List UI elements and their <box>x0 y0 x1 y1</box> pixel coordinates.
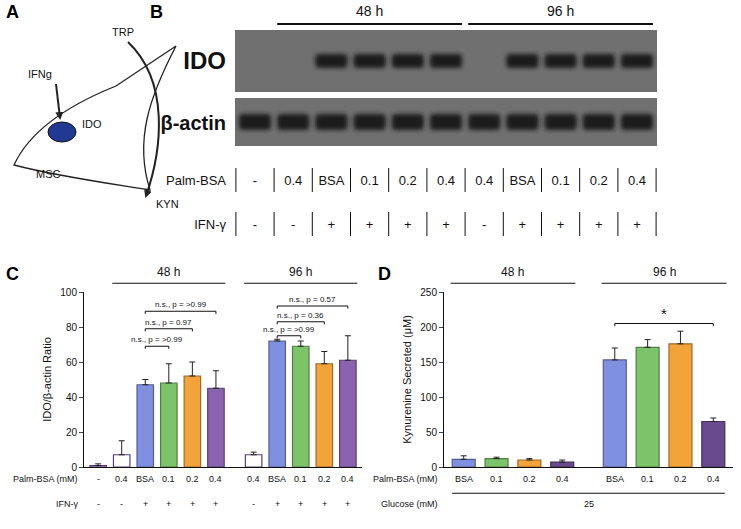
svg-text:0.4: 0.4 <box>556 474 569 484</box>
svg-text:+: + <box>166 499 171 509</box>
svg-text:150: 150 <box>420 357 437 368</box>
svg-text:*: * <box>661 305 667 322</box>
svg-text:0.2: 0.2 <box>186 474 199 484</box>
svg-text:-: - <box>482 217 486 232</box>
svg-text:+: + <box>519 217 527 232</box>
svg-text:250: 250 <box>420 287 437 298</box>
svg-text:25: 25 <box>584 499 594 509</box>
svg-text:β-actin: β-actin <box>160 112 226 134</box>
svg-text:0.2: 0.2 <box>590 173 608 188</box>
svg-text:-: - <box>253 173 257 188</box>
svg-text:0.4: 0.4 <box>341 474 354 484</box>
svg-text:0.4: 0.4 <box>247 474 260 484</box>
svg-text:+: + <box>366 217 374 232</box>
svg-text:+: + <box>143 499 148 509</box>
svg-text:Palm-BSA (mM): Palm-BSA (mM) <box>373 474 438 484</box>
svg-text:BSA: BSA <box>136 474 154 484</box>
svg-text:20: 20 <box>66 427 78 438</box>
svg-text:IFN-γ: IFN-γ <box>194 217 226 232</box>
svg-text:0.4: 0.4 <box>628 173 646 188</box>
svg-text:Glucose (mM): Glucose (mM) <box>381 499 438 509</box>
svg-text:-: - <box>253 217 257 232</box>
svg-text:0.2: 0.2 <box>674 474 687 484</box>
svg-text:48 h: 48 h <box>157 265 180 279</box>
svg-text:KYN: KYN <box>156 198 179 210</box>
svg-text:-: - <box>97 499 100 509</box>
svg-text:0.4: 0.4 <box>284 173 302 188</box>
svg-text:0.4: 0.4 <box>475 173 493 188</box>
svg-text:0.2: 0.2 <box>318 474 331 484</box>
svg-text:IDO: IDO <box>82 118 102 130</box>
svg-text:+: + <box>345 499 350 509</box>
svg-text:40: 40 <box>66 392 78 403</box>
svg-text:+: + <box>298 499 303 509</box>
svg-text:-: - <box>252 499 255 509</box>
svg-text:0.4: 0.4 <box>437 173 455 188</box>
svg-text:50: 50 <box>426 427 438 438</box>
svg-text:0.2: 0.2 <box>523 474 536 484</box>
svg-text:100: 100 <box>60 287 77 298</box>
svg-text:0.1: 0.1 <box>552 173 570 188</box>
svg-text:+: + <box>322 499 327 509</box>
svg-text:0.4: 0.4 <box>115 474 128 484</box>
svg-text:BSA: BSA <box>455 474 473 484</box>
svg-text:n.s., p = >0.99: n.s., p = >0.99 <box>155 300 207 309</box>
svg-text:MSC: MSC <box>36 168 61 180</box>
html-text:D: D <box>378 264 391 284</box>
svg-text:+: + <box>275 499 280 509</box>
svg-text:0.1: 0.1 <box>162 474 175 484</box>
svg-text:+: + <box>328 217 336 232</box>
svg-text:96 h: 96 h <box>547 3 574 19</box>
svg-text:IFN-γ: IFN-γ <box>56 499 78 509</box>
svg-text:-: - <box>120 499 123 509</box>
svg-text:+: + <box>557 217 565 232</box>
svg-text:0.1: 0.1 <box>641 474 654 484</box>
svg-text:96 h: 96 h <box>289 265 312 279</box>
svg-text:200: 200 <box>420 322 437 333</box>
svg-text:0.2: 0.2 <box>399 173 417 188</box>
svg-text:0.1: 0.1 <box>490 474 503 484</box>
svg-text:+: + <box>442 217 450 232</box>
svg-text:96 h: 96 h <box>653 265 676 279</box>
svg-text:0: 0 <box>71 462 77 473</box>
html-text:B: B <box>150 2 163 22</box>
svg-text:IFNg: IFNg <box>28 68 52 80</box>
svg-text:0.1: 0.1 <box>294 474 307 484</box>
svg-text:BSA: BSA <box>606 474 624 484</box>
svg-text:+: + <box>190 499 195 509</box>
svg-text:+: + <box>404 217 412 232</box>
svg-text:TRP: TRP <box>112 26 134 38</box>
svg-text:80: 80 <box>66 322 78 333</box>
svg-text:n.s., p = >0.99: n.s., p = >0.99 <box>131 335 183 344</box>
svg-text:+: + <box>213 499 218 509</box>
svg-text:IDO: IDO <box>183 47 226 74</box>
svg-text:BSA: BSA <box>268 474 286 484</box>
svg-text:Palm-BSA (mM): Palm-BSA (mM) <box>13 474 78 484</box>
svg-text:n.s., p = 0.36: n.s., p = 0.36 <box>277 311 324 320</box>
svg-text:IDO/β-actin Ratio: IDO/β-actin Ratio <box>41 337 53 422</box>
svg-text:BSA: BSA <box>509 173 535 188</box>
svg-text:n.s., p = >0.99: n.s., p = >0.99 <box>263 325 315 334</box>
html-text:A: A <box>6 2 19 22</box>
svg-text:48 h: 48 h <box>356 3 383 19</box>
svg-text:+: + <box>633 217 641 232</box>
html-text:C: C <box>6 264 19 284</box>
svg-text:0.1: 0.1 <box>361 173 379 188</box>
svg-text:+: + <box>595 217 603 232</box>
svg-text:n.s., p = 0.57: n.s., p = 0.57 <box>289 295 336 304</box>
svg-text:-: - <box>291 217 295 232</box>
svg-text:60: 60 <box>66 357 78 368</box>
svg-text:48 h: 48 h <box>501 265 524 279</box>
svg-text:-: - <box>97 474 100 484</box>
svg-text:BSA: BSA <box>318 173 344 188</box>
svg-text:Palm-BSA: Palm-BSA <box>166 173 226 188</box>
svg-text:0: 0 <box>431 462 437 473</box>
svg-text:0.4: 0.4 <box>707 474 720 484</box>
svg-text:Kynurenine Secreted (μM): Kynurenine Secreted (μM) <box>401 315 413 444</box>
svg-text:n.s., p = 0.97: n.s., p = 0.97 <box>145 318 192 327</box>
svg-text:100: 100 <box>420 392 437 403</box>
svg-text:0.4: 0.4 <box>209 474 222 484</box>
